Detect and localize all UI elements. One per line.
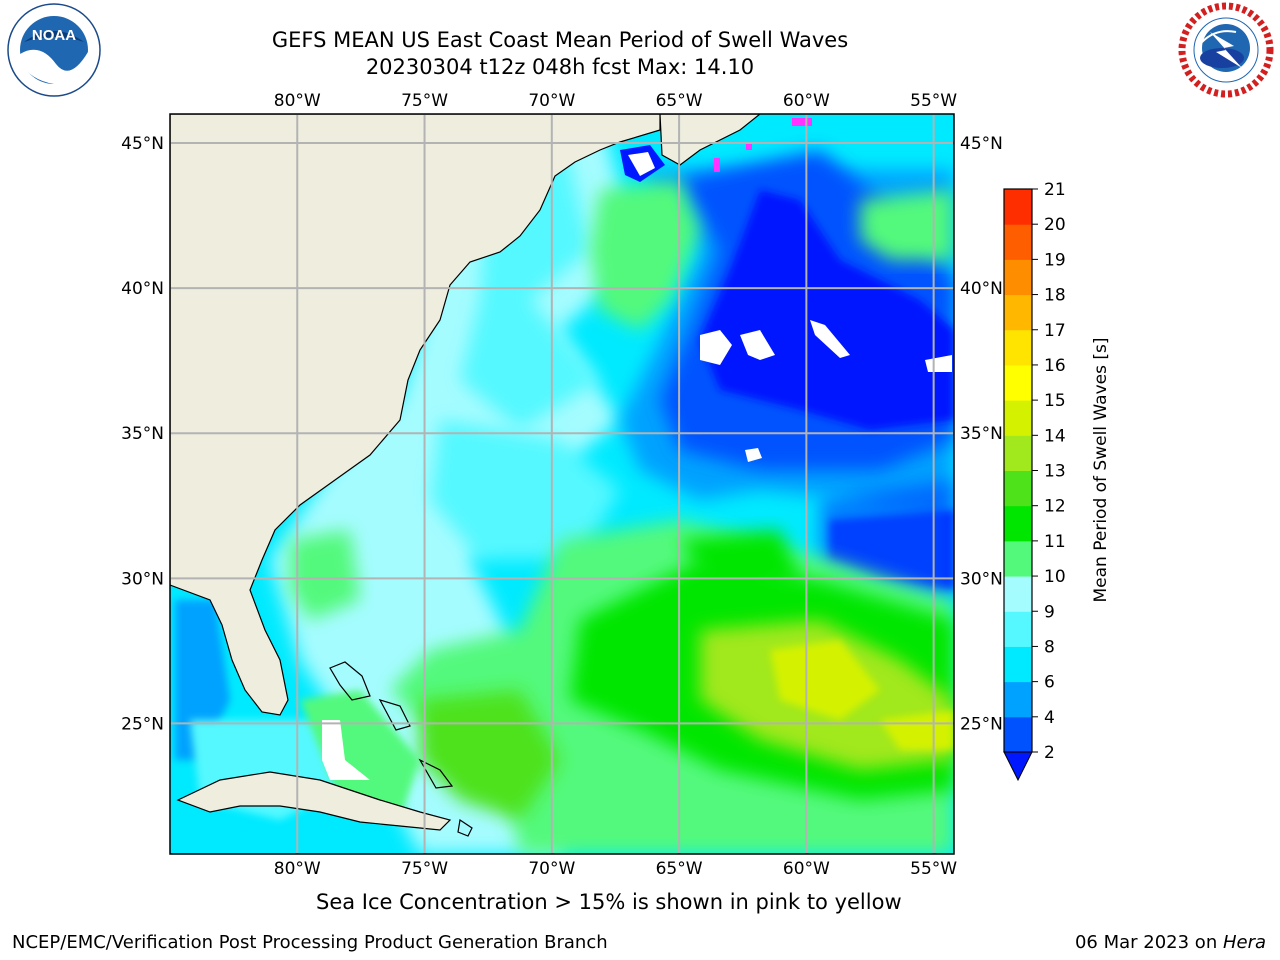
- lat-label-right: 35°N: [960, 424, 1003, 444]
- colorbar-tick-label: 12: [1044, 497, 1066, 517]
- colorbar-tick-label: 14: [1044, 426, 1066, 446]
- footer-date: 06 Mar 2023 on Hera: [1075, 932, 1266, 953]
- colorbar-extend-arrow: [1003, 751, 1033, 782]
- colorbar-label: Mean Period of Swell Waves [s]: [1091, 338, 1111, 603]
- colorbar-tick-label: 15: [1044, 391, 1066, 411]
- lat-label-right: 40°N: [960, 279, 1003, 299]
- lon-label-bottom: 75°W: [401, 859, 448, 879]
- colorbar-tick-label: 21: [1044, 180, 1066, 200]
- colorbar-tick-label: 13: [1044, 462, 1066, 482]
- us-east-coast-land: [170, 114, 661, 716]
- map-tick-labels: 80°W 80°W 75°W 75°W 70°W 70°W 65°W 65°W 60°W 60°W…: [121, 91, 1003, 879]
- colorbar-bin: [1004, 470, 1032, 507]
- colorbar-bin: [1004, 329, 1032, 366]
- colorbar-bin: [1004, 505, 1032, 542]
- footer-credit: NCEP/EMC/Verification Post Processing Pr…: [12, 932, 608, 953]
- lat-label-right: 30°N: [960, 569, 1003, 589]
- swell-region-13-14s: [770, 640, 880, 720]
- no-data-patch: [700, 330, 732, 365]
- lon-label-bottom: 70°W: [528, 859, 575, 879]
- nova-scotia-land: [659, 114, 761, 166]
- colorbar-bin: [1004, 435, 1032, 471]
- noaa-logo-text: NOAA: [32, 27, 76, 44]
- colorbar-tick-label: 6: [1044, 673, 1055, 693]
- colorbar-tick-label: 19: [1044, 250, 1066, 270]
- lat-label-left: 40°N: [121, 279, 164, 299]
- colorbar-tick-label: 10: [1044, 567, 1066, 587]
- lon-label-top: 80°W: [274, 91, 321, 111]
- colorbar-tick-label: 2: [1044, 743, 1055, 763]
- colorbar-tick-label: 16: [1044, 356, 1066, 376]
- colorbar-tick-label: 9: [1044, 602, 1055, 622]
- chart-subtitle: 20230304 t12z 048h fcst Max: 14.10: [365, 55, 755, 79]
- colorbar-bin: [1004, 576, 1032, 612]
- sea-ice-note: Sea Ice Concentration > 15% is shown in …: [316, 890, 902, 914]
- colorbar-bin: [1004, 540, 1032, 577]
- footer-host: Hera: [1222, 932, 1266, 953]
- lat-label-left: 30°N: [121, 569, 164, 589]
- nws-logo: [1178, 2, 1274, 98]
- sea-ice-marker: [792, 118, 812, 126]
- map-gridlines: [170, 114, 954, 854]
- colorbar-bin: [1004, 189, 1032, 225]
- chart-title: GEFS MEAN US East Coast Mean Period of S…: [271, 28, 849, 52]
- lon-label-top: 75°W: [401, 91, 448, 111]
- lon-label-bottom: 80°W: [274, 859, 321, 879]
- lat-label-left: 45°N: [121, 134, 164, 154]
- footer-date-text: 06 Mar 2023 on: [1074, 932, 1223, 953]
- lon-label-top: 65°W: [656, 91, 703, 111]
- lon-label-bottom: 65°W: [656, 859, 703, 879]
- lat-label-right: 25°N: [960, 714, 1003, 734]
- map-frame: [169, 113, 955, 855]
- colorbar-tick-label: 18: [1044, 286, 1066, 306]
- colorbar-bin: [1004, 400, 1032, 436]
- map-panel: [170, 114, 954, 854]
- lon-label-top: 60°W: [783, 91, 830, 111]
- colorbar: 2 4 6 8 9 10 11 12 13 14 15 16 17 18 19 20 21: [1003, 180, 1066, 782]
- lon-label-top: 55°W: [910, 91, 957, 111]
- colorbar-bin: [1004, 259, 1032, 296]
- lat-label-left: 25°N: [121, 714, 164, 734]
- colorbar-tick-label: 4: [1044, 708, 1055, 728]
- colorbar-bin: [1004, 716, 1032, 753]
- cuba-land: [176, 771, 452, 831]
- noaa-logo: NOAA: [7, 3, 101, 97]
- lat-label-left: 35°N: [121, 424, 164, 444]
- colorbar-bin: [1004, 364, 1032, 401]
- colorbar-bin: [1004, 294, 1032, 331]
- lon-label-bottom: 60°W: [783, 859, 830, 879]
- colorbar-tick-label: 11: [1044, 532, 1066, 552]
- colorbar-tick-label: 20: [1044, 215, 1066, 235]
- colorbar-bin: [1004, 611, 1032, 647]
- lat-label-right: 45°N: [960, 134, 1003, 154]
- colorbar-bin: [1004, 681, 1032, 718]
- colorbar-tick-label: 8: [1044, 637, 1055, 657]
- lon-label-top: 70°W: [528, 91, 575, 111]
- colorbar-bin: [1004, 646, 1032, 683]
- colorbar-tick-label: 17: [1044, 321, 1066, 341]
- lon-label-bottom: 55°W: [910, 859, 957, 879]
- swell-region-9-10s: [590, 180, 700, 330]
- colorbar-bin: [1004, 224, 1032, 260]
